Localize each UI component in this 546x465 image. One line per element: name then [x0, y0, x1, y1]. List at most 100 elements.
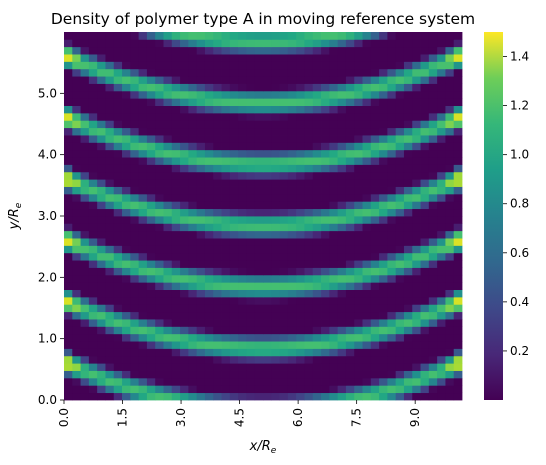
heatmap-cell	[113, 193, 123, 202]
heatmap-cell	[279, 252, 289, 261]
heatmap-cell	[453, 282, 463, 290]
heatmap-cell	[246, 76, 256, 84]
heatmap-cell	[105, 157, 115, 165]
heatmap-cell	[180, 304, 189, 313]
heatmap-cell	[345, 61, 355, 70]
heatmap-cell	[171, 171, 181, 180]
heatmap-cell	[395, 54, 405, 62]
heatmap-cell	[453, 149, 463, 158]
heatmap-cell	[403, 164, 413, 173]
heatmap-cell	[221, 32, 231, 40]
heatmap-cell	[80, 282, 90, 290]
heatmap-cell	[412, 216, 421, 224]
heatmap-cell	[412, 120, 421, 129]
heatmap-cell	[362, 355, 372, 364]
heatmap-cell	[80, 98, 90, 106]
heatmap-cell	[188, 32, 198, 40]
heatmap-cell	[64, 333, 73, 342]
x-tick-label: 0.0	[57, 408, 71, 427]
heatmap-cell	[329, 193, 339, 202]
heatmap-cell	[428, 230, 438, 239]
heatmap-cell	[146, 260, 156, 268]
heatmap-cell	[345, 83, 355, 92]
heatmap-cell	[379, 392, 388, 401]
heatmap-cell	[88, 68, 98, 77]
heatmap-cell	[370, 39, 380, 48]
heatmap-cell	[64, 164, 73, 173]
heatmap-cell	[221, 171, 231, 180]
heatmap-cell	[354, 76, 363, 84]
heatmap-cell	[72, 68, 81, 77]
heatmap-cell	[221, 98, 231, 106]
heatmap-cell	[263, 238, 272, 246]
heatmap-cell	[321, 39, 330, 48]
heatmap-cell	[304, 112, 314, 121]
heatmap-cell	[97, 385, 106, 394]
heatmap-cell	[403, 223, 413, 232]
heatmap-cell	[80, 54, 90, 62]
heatmap-cell	[420, 68, 430, 77]
heatmap-cell	[188, 370, 198, 379]
heatmap-cell	[362, 157, 372, 165]
heatmap-cell	[271, 90, 280, 99]
heatmap-cell	[213, 105, 222, 114]
heatmap-cell	[229, 319, 239, 327]
heatmap-cell	[321, 76, 330, 84]
heatmap-cell	[64, 385, 73, 394]
heatmap-cell	[122, 193, 131, 202]
heatmap-cell	[345, 385, 355, 394]
heatmap-cell	[362, 267, 372, 276]
heatmap-cell	[130, 252, 140, 261]
heatmap-cell	[337, 216, 347, 224]
heatmap-cell	[105, 39, 115, 48]
heatmap-cell	[64, 193, 73, 202]
heatmap-cell	[221, 120, 231, 129]
heatmap-cell	[395, 83, 405, 92]
heatmap-cell	[246, 267, 256, 276]
heatmap-cell	[271, 157, 280, 165]
heatmap-cell	[420, 238, 430, 246]
heatmap-cell	[221, 238, 231, 246]
heatmap-cell	[263, 171, 272, 180]
heatmap-cell	[403, 105, 413, 114]
heatmap-cell	[113, 201, 123, 210]
heatmap-cell	[345, 274, 355, 283]
heatmap-cell	[420, 46, 430, 55]
heatmap-cell	[329, 326, 339, 335]
heatmap-cell	[171, 54, 181, 62]
heatmap-cell	[122, 223, 131, 232]
heatmap-cell	[155, 333, 164, 342]
heatmap-cell	[362, 54, 372, 62]
heatmap-cell	[196, 68, 206, 77]
heatmap-cell	[204, 186, 214, 195]
heatmap-cell	[246, 186, 256, 195]
heatmap-cell	[345, 157, 355, 165]
heatmap-cell	[113, 385, 123, 394]
heatmap-cell	[163, 68, 173, 77]
heatmap-cell	[395, 157, 405, 165]
heatmap-cell	[345, 39, 355, 48]
heatmap-cell	[271, 370, 280, 379]
heatmap-cell	[362, 245, 372, 254]
heatmap-cell	[254, 304, 264, 313]
heatmap-cell	[354, 282, 363, 290]
heatmap-cell	[445, 179, 455, 187]
heatmap-cell	[345, 223, 355, 232]
heatmap-cell	[163, 127, 173, 136]
heatmap-cell	[296, 304, 305, 313]
heatmap-cell	[130, 267, 140, 276]
heatmap-cell	[312, 46, 322, 55]
heatmap-cell	[279, 319, 289, 327]
heatmap-cell	[72, 164, 81, 173]
heatmap-cell	[370, 252, 380, 261]
heatmap-cell	[254, 83, 264, 92]
heatmap-cell	[420, 392, 430, 401]
heatmap-cell	[213, 260, 222, 268]
heatmap-cell	[263, 216, 272, 224]
heatmap-cell	[188, 142, 198, 151]
heatmap-cell	[445, 135, 455, 143]
heatmap-cell	[122, 289, 131, 298]
heatmap-cell	[188, 238, 198, 246]
heatmap-cell	[113, 142, 123, 151]
heatmap-cell	[312, 201, 322, 210]
